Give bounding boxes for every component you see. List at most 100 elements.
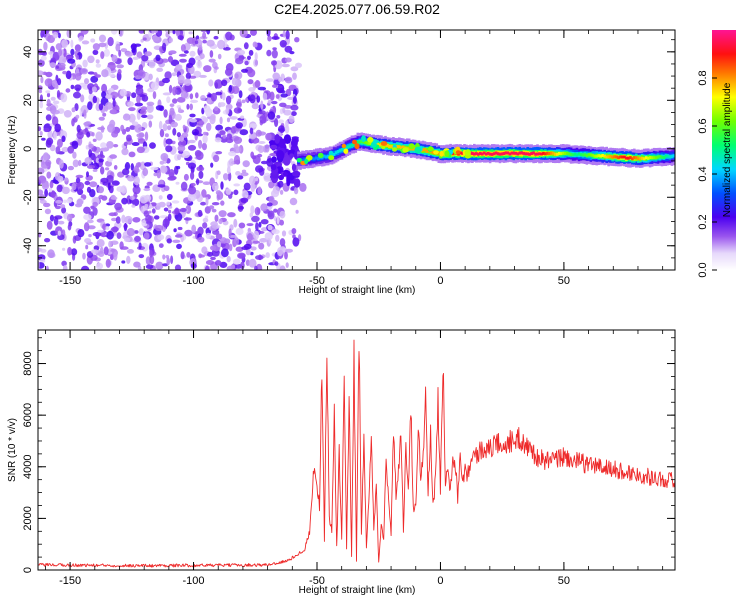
signal-blob xyxy=(306,155,313,161)
noise-blob xyxy=(97,229,104,233)
noise-blob xyxy=(189,50,196,57)
noise-blob xyxy=(237,98,242,103)
noise-blob xyxy=(235,246,244,252)
noise-blob xyxy=(116,64,124,69)
noise-blob xyxy=(209,50,214,58)
signal-band-segment xyxy=(575,153,579,157)
signal-band-segment xyxy=(644,156,648,160)
signal-band-segment xyxy=(315,156,318,160)
signal-band-segment xyxy=(401,145,405,149)
noise-blob xyxy=(52,100,60,105)
noise-blob xyxy=(208,58,216,63)
noise-blob xyxy=(97,186,104,194)
noise-blob xyxy=(151,35,160,41)
noise-blob xyxy=(226,255,231,263)
noise-blob xyxy=(44,208,52,215)
signal-band-segment xyxy=(595,154,599,158)
signal-blob xyxy=(317,152,324,159)
noise-blob xyxy=(239,129,249,136)
colorbar-label: Normalized spectral amplitude xyxy=(722,82,733,217)
noise-blob xyxy=(250,246,257,251)
signal-band-segment xyxy=(510,151,514,155)
signal-band-segment xyxy=(540,152,543,156)
noise-blob xyxy=(92,138,97,142)
noise-blob xyxy=(279,210,286,219)
signal-band-segment xyxy=(650,156,654,160)
signal-band-segment xyxy=(573,152,577,156)
noise-blob xyxy=(101,69,109,78)
noise-blob xyxy=(75,73,82,81)
signal-band-segment xyxy=(322,154,326,158)
noise-blob xyxy=(135,86,144,96)
noise-blob xyxy=(76,124,81,133)
signal-band-segment xyxy=(577,152,581,156)
noise-blob xyxy=(51,116,59,126)
noise-blob xyxy=(121,197,128,205)
noise-blob xyxy=(50,96,56,101)
noise-blob xyxy=(267,111,276,120)
noise-blob xyxy=(214,66,219,70)
noise-blob xyxy=(111,131,119,138)
noise-blob xyxy=(133,261,141,268)
noise-blob xyxy=(273,208,278,213)
noise-blob xyxy=(45,265,49,270)
noise-blob xyxy=(55,43,63,51)
noise-blob xyxy=(98,194,104,200)
signal-band-segment xyxy=(303,158,306,162)
noise-blob xyxy=(276,215,280,225)
noise-blob xyxy=(295,209,299,214)
signal-band-segment xyxy=(652,156,656,160)
noise-blob xyxy=(162,218,170,228)
signal-blob xyxy=(408,143,415,150)
noise-blob xyxy=(116,186,125,193)
noise-blob xyxy=(84,180,91,186)
noise-blob xyxy=(129,125,136,130)
signal-band-segment xyxy=(662,156,666,159)
noise-blob xyxy=(202,222,208,229)
signal-band-segment xyxy=(336,150,340,153)
signal-blob xyxy=(402,147,409,153)
noise-blob xyxy=(156,169,162,179)
noise-blob xyxy=(282,106,286,114)
noise-blob xyxy=(188,185,197,195)
noise-blob xyxy=(127,249,134,254)
noise-blob xyxy=(249,123,258,128)
signal-band-segment xyxy=(461,151,464,155)
noise-blob xyxy=(263,172,272,182)
spectrogram-x-tick-label: -100 xyxy=(183,275,205,287)
signal-blob xyxy=(372,139,379,144)
noise-blob xyxy=(87,55,95,64)
noise-blob xyxy=(227,171,232,182)
noise-blob xyxy=(271,60,277,66)
noise-blob xyxy=(84,78,89,85)
noise-blob xyxy=(38,232,42,238)
signal-band-segment xyxy=(658,155,662,158)
noise-blob xyxy=(265,252,270,259)
signal-band-segment xyxy=(579,153,583,157)
noise-blob xyxy=(237,252,246,259)
spectrogram-y-tick-label: -40 xyxy=(22,238,34,254)
noise-blob xyxy=(177,154,182,161)
noise-blob xyxy=(238,90,243,99)
signal-band-segment xyxy=(396,145,399,149)
noise-blob xyxy=(110,254,114,260)
noise-blob xyxy=(262,92,268,101)
noise-blob xyxy=(38,189,44,196)
noise-blob xyxy=(43,41,48,51)
noise-blob xyxy=(225,107,230,115)
noise-blob xyxy=(67,165,74,171)
colorbar-tick-label: 0.8 xyxy=(697,70,709,85)
noise-blob xyxy=(111,54,118,63)
noise-blob xyxy=(76,198,84,206)
noise-blob xyxy=(149,142,156,149)
noise-blob xyxy=(120,124,125,132)
noise-blob xyxy=(172,98,178,104)
noise-blob xyxy=(162,254,166,260)
noise-blob xyxy=(61,135,66,143)
noise-blob xyxy=(224,68,233,76)
signal-band-segment xyxy=(530,152,533,155)
noise-blob xyxy=(61,146,69,153)
snr-y-tick-label: 0 xyxy=(22,567,34,573)
signal-band-segment xyxy=(317,157,320,160)
signal-blob xyxy=(444,150,450,158)
